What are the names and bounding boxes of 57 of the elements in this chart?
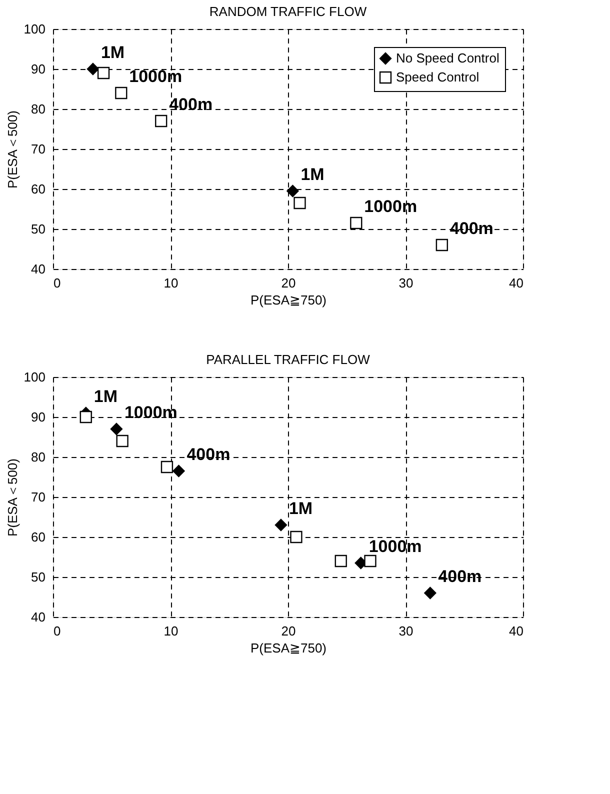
point xyxy=(80,410,92,424)
y-tick-label: 50 xyxy=(31,222,46,236)
point xyxy=(172,464,185,478)
y-tick-label: 40 xyxy=(31,262,46,276)
point xyxy=(97,66,110,80)
point xyxy=(116,434,128,448)
x-tick-label: 40 xyxy=(509,624,524,638)
x-tick-label: 30 xyxy=(398,624,414,638)
annotation: 1M xyxy=(288,499,313,518)
point xyxy=(160,460,174,474)
x-axis-title: P(ESA≧750) xyxy=(250,292,327,308)
legend-label: No Speed Control xyxy=(396,50,500,66)
annotation: 1000m xyxy=(368,537,422,556)
x-tick-label: 0 xyxy=(54,624,61,638)
x-tick-label: 20 xyxy=(281,276,296,290)
chart-title: RANDOM TRAFFIC FLOW xyxy=(209,4,368,19)
y-tick-label: 60 xyxy=(31,182,46,196)
y-tick-label: 70 xyxy=(31,490,46,504)
y-tick-label: 80 xyxy=(31,450,46,464)
y-tick-label: 60 xyxy=(31,530,46,544)
x-tick-label: 10 xyxy=(164,624,178,638)
point xyxy=(350,216,362,230)
x-tick-label: 20 xyxy=(281,624,296,638)
y-tick-label: 50 xyxy=(31,570,46,584)
x-tick-label: 0 xyxy=(54,276,61,290)
y-tick-label: 40 xyxy=(31,610,46,624)
y-tick-label: 100 xyxy=(24,370,46,384)
annotation: 400m xyxy=(438,567,482,586)
point xyxy=(290,530,302,544)
annotation: 1000m xyxy=(364,197,418,216)
y-tick-label: 80 xyxy=(31,102,46,116)
y-tick-label: 100 xyxy=(24,22,46,36)
x-tick-label: 10 xyxy=(164,276,178,290)
annotation: 1000m xyxy=(129,67,182,86)
chart-title: PARALLEL TRAFFIC FLOW xyxy=(206,352,371,367)
point xyxy=(334,554,347,568)
point xyxy=(364,554,376,568)
x-axis-title: P(ESA≧750) xyxy=(250,640,327,656)
point xyxy=(286,184,299,198)
point xyxy=(436,238,448,252)
y-tick-label: 70 xyxy=(31,142,46,156)
point xyxy=(424,586,436,600)
y-axis-title: P(ESA＜500) xyxy=(4,458,20,537)
point xyxy=(274,518,288,532)
legend-label: Speed Control xyxy=(396,70,480,84)
point xyxy=(155,114,168,128)
annotation: 1M xyxy=(94,387,118,406)
annotation: 1M xyxy=(100,43,125,62)
x-tick-label: 30 xyxy=(398,276,414,290)
y-tick-label: 90 xyxy=(31,410,46,424)
point xyxy=(110,422,123,436)
point xyxy=(294,196,306,210)
point xyxy=(115,86,128,100)
annotation: 1M xyxy=(300,165,324,184)
y-tick-label: 90 xyxy=(31,62,46,76)
x-tick-label: 40 xyxy=(509,276,524,290)
y-axis-title: P(ESA＜500) xyxy=(4,110,20,189)
